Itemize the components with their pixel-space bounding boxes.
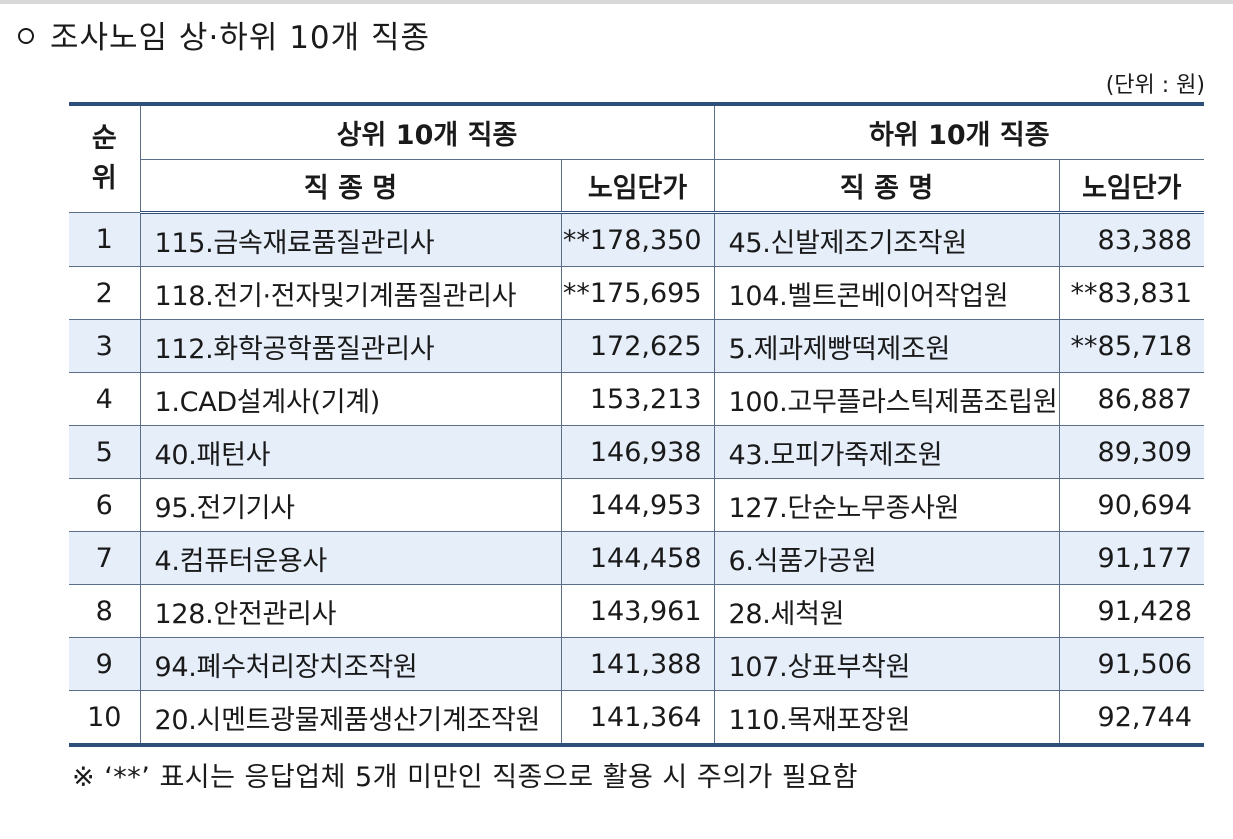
rank-cell: 1 xyxy=(69,212,141,267)
rank-header-top: 순 xyxy=(91,123,117,154)
upper-job-name-cell: 95.전기기사 xyxy=(139,478,562,532)
lower-job-name-cell: 100.고무플라스틱제품조립원 xyxy=(713,372,1060,426)
rank-cell: 2 xyxy=(69,266,141,320)
rank-cell: 5 xyxy=(69,425,141,479)
circle-bullet-icon xyxy=(18,27,34,44)
upper-group-header: 상위 10개 직종 xyxy=(139,103,715,160)
upper-wage-cell: 141,388 xyxy=(560,637,715,691)
upper-job-name-cell: 20.시멘트광물제품생산기계조작원 xyxy=(139,690,562,746)
rank-cell: 8 xyxy=(69,584,141,638)
upper-wage-header: 노임단가 xyxy=(560,159,715,214)
lower-job-name-cell: 104.벨트콘베이어작업원 xyxy=(713,266,1060,320)
table-body: 1 115.금속재료품질관리사 **178,350 45.신발제조기조작원 83,388… xyxy=(69,212,1205,746)
upper-job-name-cell: 94.폐수처리장치조작원 xyxy=(139,637,562,691)
table-row: 2 118.전기·전자및기계품질관리사 **175,695 104.벨트콘베이어작업원… xyxy=(69,266,1205,320)
lower-job-name-cell: 107.상표부착원 xyxy=(713,637,1060,691)
lower-wage-cell: 90,694 xyxy=(1058,478,1205,532)
table-row: 1 115.금속재료품질관리사 **178,350 45.신발제조기조작원 83,388 xyxy=(69,212,1205,267)
rank-header-bottom: 위 xyxy=(91,163,117,194)
footnote: ※ ‘**’ 표시는 응답업체 5개 미만인 직종으로 활용 시 주의가 필요함 xyxy=(72,762,858,793)
upper-wage-cell: 172,625 xyxy=(560,319,715,373)
upper-job-name-cell: 4.컴퓨터운용사 xyxy=(139,531,562,585)
upper-wage-cell: **175,695 xyxy=(560,266,715,320)
lower-wage-cell: 91,177 xyxy=(1058,531,1205,585)
upper-wage-cell: **178,350 xyxy=(560,212,715,267)
lower-job-name-cell: 5.제과제빵떡제조원 xyxy=(713,319,1060,373)
lower-group-header: 하위 10개 직종 xyxy=(713,103,1205,160)
unit-label: (단위 : 원) xyxy=(1105,73,1205,98)
upper-job-name-cell: 118.전기·전자및기계품질관리사 xyxy=(139,266,562,320)
table-row: 9 94.폐수처리장치조작원 141,388 107.상표부착원 91,506 xyxy=(69,637,1205,691)
table-row: 7 4.컴퓨터운용사 144,458 6.식품가공원 91,177 xyxy=(69,531,1205,585)
section-heading: 조사노임 상·하위 10개 직종 xyxy=(18,18,430,58)
top-divider xyxy=(0,0,1233,4)
upper-job-name-cell: 115.금속재료품질관리사 xyxy=(139,212,562,267)
rank-cell: 4 xyxy=(69,372,141,426)
upper-wage-cell: 146,938 xyxy=(560,425,715,479)
lower-job-name-cell: 6.식품가공원 xyxy=(713,531,1060,585)
table-row: 8 128.안전관리사 143,961 28.세척원 91,428 xyxy=(69,584,1205,638)
lower-wage-cell: 92,744 xyxy=(1058,690,1205,746)
lower-wage-cell: **85,718 xyxy=(1058,319,1205,373)
column-header-row: 직 종 명 노임단가 직 종 명 노임단가 xyxy=(69,159,1205,214)
lower-job-name-cell: 43.모피가죽제조원 xyxy=(713,425,1060,479)
rank-cell: 3 xyxy=(69,319,141,373)
lower-job-name-cell: 28.세척원 xyxy=(713,584,1060,638)
lower-wage-cell: 91,506 xyxy=(1058,637,1205,691)
rank-cell: 7 xyxy=(69,531,141,585)
heading-text: 조사노임 상·하위 10개 직종 xyxy=(50,20,431,56)
table-row: 4 1.CAD설계사(기계) 153,213 100.고무플라스틱제품조립원 86,88… xyxy=(69,372,1205,426)
lower-wage-cell: 83,388 xyxy=(1058,212,1205,267)
lower-wage-header: 노임단가 xyxy=(1058,159,1205,214)
upper-job-name-cell: 112.화학공학품질관리사 xyxy=(139,319,562,373)
lower-job-name-cell: 127.단순노무종사원 xyxy=(713,478,1060,532)
upper-job-name-cell: 128.안전관리사 xyxy=(139,584,562,638)
lower-wage-cell: **83,831 xyxy=(1058,266,1205,320)
rank-cell: 6 xyxy=(69,478,141,532)
group-header-row: 순 위 상위 10개 직종 하위 10개 직종 xyxy=(69,103,1205,213)
upper-wage-cell: 153,213 xyxy=(560,372,715,426)
upper-wage-cell: 143,961 xyxy=(560,584,715,638)
wage-ranking-table: 순 위 상위 10개 직종 하위 10개 직종 직 종 명 노임단가 직 종 명… xyxy=(69,102,1205,747)
lower-wage-cell: 91,428 xyxy=(1058,584,1205,638)
upper-wage-cell: 144,953 xyxy=(560,478,715,532)
lower-wage-cell: 89,309 xyxy=(1058,425,1205,479)
lower-name-header: 직 종 명 xyxy=(713,159,1060,214)
rank-column-header: 순 위 xyxy=(69,103,141,213)
lower-job-name-cell: 45.신발제조기조작원 xyxy=(713,212,1060,267)
upper-name-header: 직 종 명 xyxy=(140,159,562,214)
table-row: 5 40.패턴사 146,938 43.모피가죽제조원 89,309 xyxy=(69,425,1205,479)
table-row: 10 20.시멘트광물제품생산기계조작원 141,364 110.목재포장원 92,74… xyxy=(69,690,1205,746)
table-row: 3 112.화학공학품질관리사 172,625 5.제과제빵떡제조원 **85,718 xyxy=(69,319,1205,373)
rank-cell: 10 xyxy=(69,690,141,746)
upper-wage-cell: 144,458 xyxy=(560,531,715,585)
lower-wage-cell: 86,887 xyxy=(1058,372,1205,426)
upper-job-name-cell: 40.패턴사 xyxy=(139,425,562,479)
rank-cell: 9 xyxy=(69,637,141,691)
upper-wage-cell: 141,364 xyxy=(560,690,715,746)
upper-job-name-cell: 1.CAD설계사(기계) xyxy=(139,372,562,426)
table-row: 6 95.전기기사 144,953 127.단순노무종사원 90,694 xyxy=(69,478,1205,532)
lower-job-name-cell: 110.목재포장원 xyxy=(713,690,1060,746)
